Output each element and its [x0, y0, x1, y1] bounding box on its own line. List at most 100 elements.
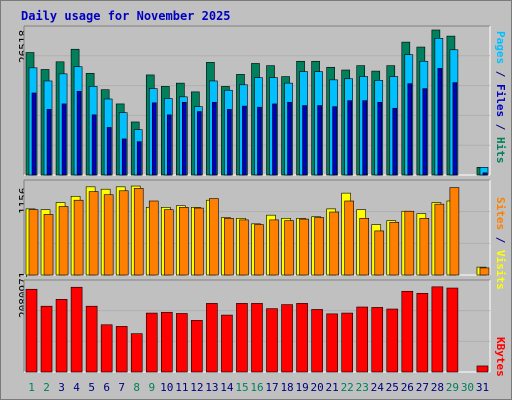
- sites-bar-day-25: [389, 221, 400, 276]
- day-label-20: 20: [311, 381, 324, 394]
- kbytes-bar-day-22: [341, 312, 353, 373]
- sites-bar-day-31: [479, 267, 490, 276]
- day-label-3: 3: [58, 381, 65, 394]
- pages-bar-day-17: [272, 103, 277, 176]
- pages-bar-day-19: [302, 105, 307, 176]
- pages-bar-day-22: [347, 100, 352, 176]
- kbytes-bar-day-26: [401, 290, 414, 373]
- pages-bar-day-1: [31, 92, 37, 176]
- sites-bar-day-9: [148, 200, 159, 276]
- pages-bar-day-27: [422, 88, 428, 176]
- day-label-28: 28: [431, 381, 444, 394]
- day-label-2: 2: [43, 381, 50, 394]
- kbytes-bar-day-31: [476, 365, 489, 373]
- sites-bar-day-6: [103, 194, 114, 276]
- pages-bar-day-16: [257, 106, 262, 176]
- pages-bar-day-7: [121, 138, 127, 176]
- day-label-4: 4: [73, 381, 80, 394]
- sites-bar-day-29: [449, 187, 460, 276]
- sites-bar-day-1: [28, 209, 39, 276]
- pages-bar-day-21: [332, 106, 337, 176]
- day-label-12: 12: [190, 381, 203, 394]
- kbytes-bar-day-13: [206, 303, 218, 373]
- pages-bar-day-25: [392, 107, 398, 176]
- day-label-14: 14: [220, 381, 234, 394]
- pages-bar-day-15: [242, 105, 247, 176]
- sites-bar-day-16: [254, 224, 264, 276]
- day-label-5: 5: [88, 381, 95, 394]
- sites-bar-day-8: [133, 188, 144, 276]
- day-label-27: 27: [416, 381, 429, 394]
- day-label-25: 25: [386, 381, 399, 394]
- pages-bar-day-3: [61, 103, 67, 176]
- day-label-22: 22: [341, 381, 354, 394]
- sites-bar-day-11: [179, 207, 189, 276]
- pages-bar-day-24: [377, 101, 383, 176]
- pages-bar-day-26: [407, 83, 413, 176]
- pages-bar-day-8: [136, 141, 142, 176]
- pages-bar-day-14: [227, 109, 232, 176]
- kbytes-bar-day-18: [281, 304, 293, 373]
- chart-title: Daily usage for November 2025: [21, 9, 231, 23]
- kbytes-bar-day-1: [25, 288, 38, 373]
- pages-bar-day-13: [212, 101, 217, 176]
- sites-bar-day-15: [239, 219, 249, 276]
- day-label-16: 16: [250, 381, 263, 394]
- day-label-7: 7: [118, 381, 125, 394]
- kbytes-bar-day-8: [130, 333, 143, 373]
- day-label-17: 17: [265, 381, 278, 394]
- sites-bar-day-14: [224, 218, 234, 276]
- kbytes-bar-day-7: [115, 326, 128, 373]
- sites-bar-day-4: [73, 199, 84, 276]
- sites-bar-day-22: [344, 200, 354, 276]
- kbytes-bar-day-5: [85, 305, 98, 373]
- kbytes-bar-day-23: [356, 306, 369, 373]
- day-label-15: 15: [235, 381, 248, 394]
- sites-bar-day-21: [329, 211, 339, 276]
- sites-bar-day-17: [269, 219, 279, 276]
- pages-bar-day-31: [482, 172, 488, 176]
- day-label-30: 30: [461, 381, 474, 394]
- sites-bar-day-3: [58, 206, 69, 276]
- kbytes-bar-day-6: [100, 324, 113, 373]
- kbytes-bar-day-14: [221, 314, 233, 373]
- day-label-26: 26: [401, 381, 414, 394]
- kbytes-bar-day-11: [176, 313, 188, 373]
- pages-bar-day-29: [452, 82, 458, 176]
- kbytes-bar-day-16: [251, 303, 263, 373]
- sites-bar-day-7: [118, 190, 129, 276]
- day-label-29: 29: [446, 381, 459, 394]
- pages-bar-day-5: [91, 114, 97, 176]
- kbytes-bar-day-25: [386, 308, 399, 373]
- pages-bar-day-2: [46, 109, 52, 176]
- day-label-31: 31: [476, 381, 489, 394]
- kbytes-bar-day-2: [40, 305, 53, 373]
- kbytes-bar-day-10: [160, 311, 173, 373]
- sites-bar-day-23: [359, 218, 370, 276]
- kbytes-bar-day-21: [326, 313, 338, 373]
- sites-bar-day-10: [163, 209, 174, 276]
- pages-bar-day-12: [197, 111, 202, 176]
- sites-bar-day-12: [194, 207, 204, 276]
- day-label-11: 11: [175, 381, 188, 394]
- kbytes-bar-day-20: [311, 309, 323, 373]
- sites-bar-day-26: [404, 210, 415, 276]
- day-label-13: 13: [205, 381, 218, 394]
- kbytes-bar-day-3: [55, 299, 68, 373]
- kbytes-bar-day-4: [70, 286, 83, 373]
- pages-bar-day-23: [362, 100, 368, 176]
- day-label-9: 9: [148, 381, 155, 394]
- kbytes-bar-day-12: [191, 320, 203, 373]
- day-label-21: 21: [326, 381, 339, 394]
- kbytes-bar-day-24: [371, 307, 384, 373]
- kbytes-bar-day-19: [296, 303, 308, 373]
- day-label-8: 8: [133, 381, 140, 394]
- sites-bar-day-20: [314, 217, 324, 276]
- pages-bar-day-9: [151, 102, 157, 176]
- pages-bar-day-18: [287, 101, 292, 176]
- pages-bar-day-28: [437, 68, 443, 176]
- sites-bar-day-2: [43, 214, 54, 276]
- sites-bar-day-13: [209, 198, 219, 276]
- day-label-24: 24: [371, 381, 385, 394]
